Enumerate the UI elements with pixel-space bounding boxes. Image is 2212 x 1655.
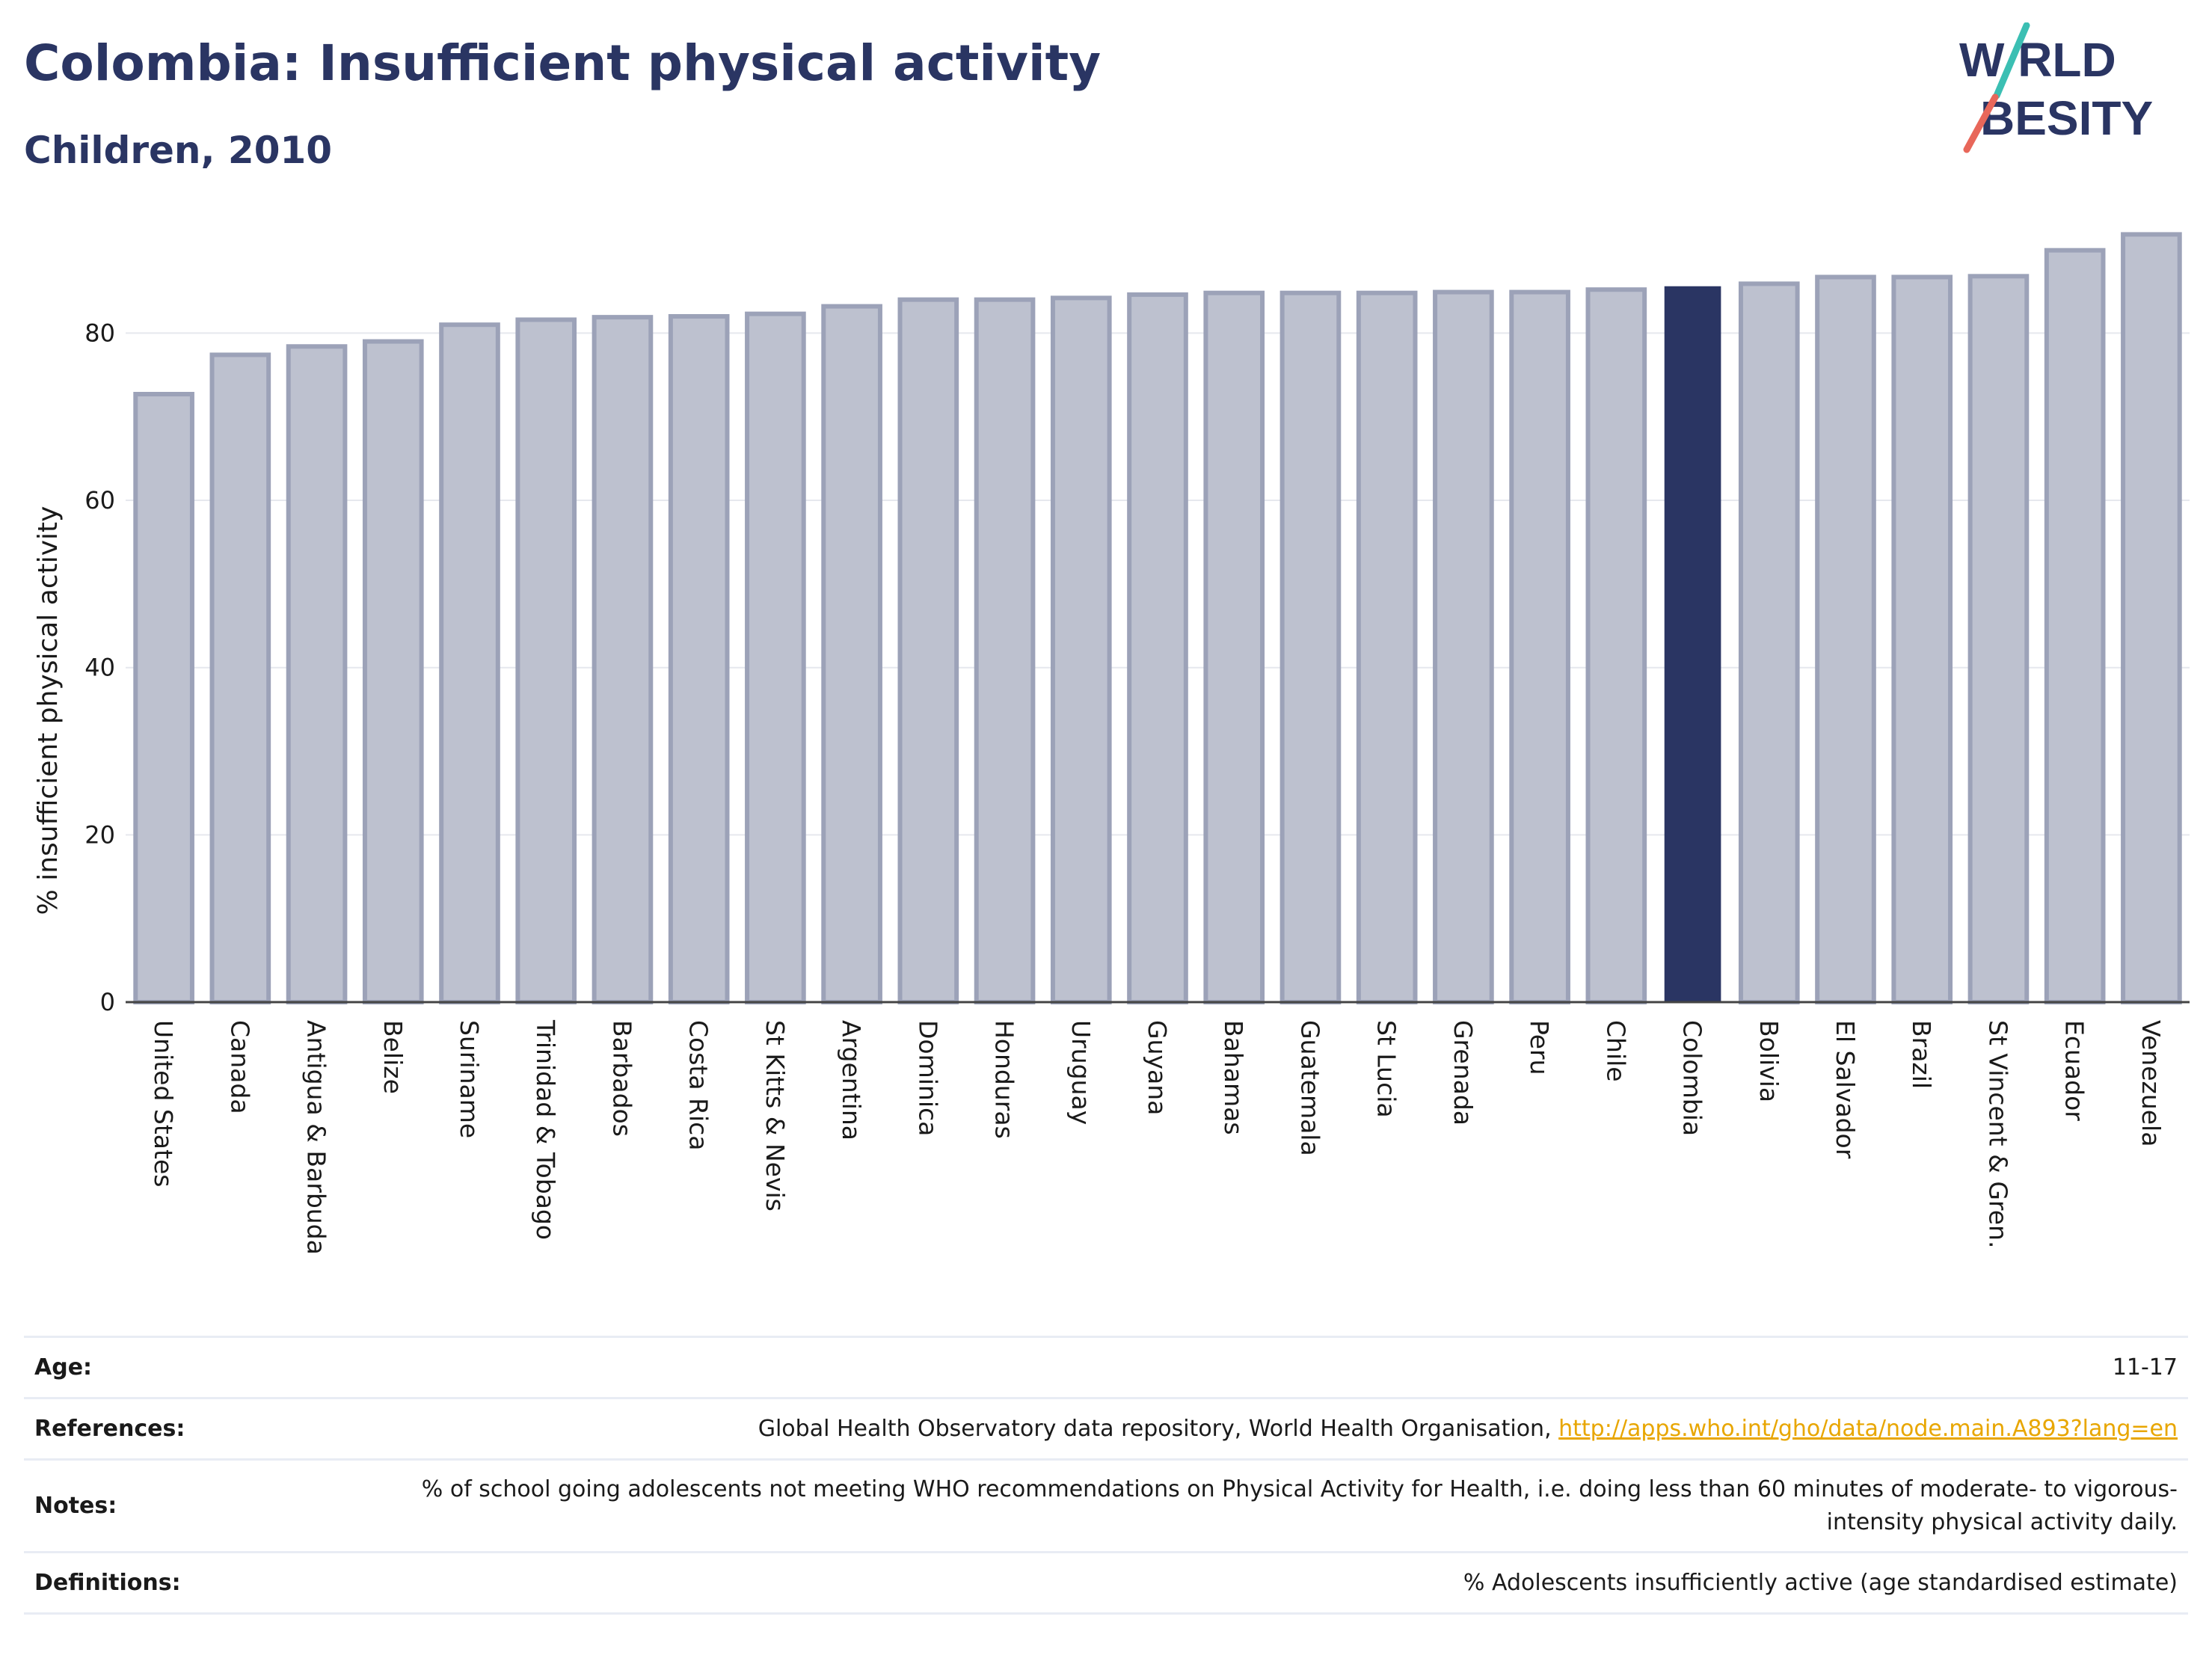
bar-canada (209, 352, 271, 1004)
bar-trinidad-tobago (515, 317, 577, 1004)
meta-row-age: Age: 11-17 (24, 1336, 2188, 1398)
y-axis-title: % insufficient physical activity (33, 506, 64, 915)
x-tick-label: Honduras (990, 1020, 1019, 1139)
definitions-label: Definitions: (24, 1551, 314, 1615)
metadata-table: Age: 11-17 References: Global Health Obs… (24, 1336, 2188, 1615)
x-tick-label: Ecuador (2060, 1020, 2089, 1121)
bar-bahamas (1203, 290, 1265, 1004)
age-value: 11-17 (314, 1336, 2188, 1398)
bar-guatemala (1279, 290, 1342, 1004)
meta-row-references: References: Global Health Observatory da… (24, 1397, 2188, 1460)
bar-ecuador (2044, 248, 2106, 1004)
x-tick-label: Costa Rica (684, 1020, 713, 1151)
x-tick-label: El Salvador (1831, 1020, 1860, 1159)
x-tick-label: United States (149, 1020, 178, 1187)
bar-bolivia (1738, 281, 1800, 1005)
bar-st-vincent-gren- (1967, 274, 2030, 1005)
bar-venezuela (2121, 232, 2182, 1005)
x-tick-label: Peru (1525, 1020, 1554, 1075)
bar-st-lucia (1356, 290, 1418, 1004)
notes-value: % of school going adolescents not meetin… (314, 1458, 2188, 1553)
x-tick-label: Barbados (607, 1020, 636, 1137)
age-label: Age: (24, 1336, 314, 1398)
bar-chart: 0 20 40 60 80 United States Canada Antigua & B… (33, 232, 2190, 1255)
bar-peru (1509, 289, 1570, 1005)
bar-grenada (1433, 289, 1494, 1005)
bar-suriname (439, 322, 500, 1004)
x-tick-label: Suriname (455, 1020, 484, 1138)
bar-el-salvador (1815, 274, 1876, 1004)
x-tick-label: St Vincent & Gren. (1983, 1020, 2012, 1248)
bar-argentina (821, 304, 882, 1005)
y-tick-label: 0 (100, 988, 115, 1016)
y-tick-label: 40 (85, 654, 115, 682)
x-tick-label: Argentina (837, 1020, 866, 1140)
bar-antigua-barbuda (286, 344, 348, 1005)
meta-row-definitions: Definitions: % Adolescents insufficientl… (24, 1551, 2188, 1615)
logo-text-bottom: BESITY (1980, 91, 2153, 145)
world-obesity-logo: W RLD BESITY (1959, 22, 2153, 153)
x-tick-label: Grenada (1448, 1020, 1478, 1126)
x-axis-labels: United States Canada Antigua & Barbuda Beli… (149, 1019, 2166, 1255)
bar-guyana (1127, 292, 1188, 1004)
notes-label: Notes: (24, 1458, 314, 1553)
y-axis-ticks: 0 20 40 60 80 (85, 319, 115, 1016)
x-tick-label: Dominica (913, 1020, 942, 1136)
bar-united-states (133, 392, 194, 1004)
references-label: References: (24, 1397, 314, 1460)
x-tick-label: Brazil (1907, 1020, 1936, 1089)
x-tick-label: Trinidad & Tobago (531, 1019, 560, 1240)
bar-costa-rica (668, 314, 730, 1004)
bar-dominica (897, 297, 959, 1005)
bar-barbados (592, 315, 654, 1004)
bar-chile (1585, 287, 1647, 1004)
x-tick-label: St Kitts & Nevis (761, 1020, 790, 1212)
y-tick-label: 20 (85, 820, 115, 849)
bar-honduras (974, 297, 1036, 1005)
x-tick-label: Bolivia (1754, 1020, 1784, 1102)
x-tick-label: Venezuela (2136, 1020, 2166, 1146)
meta-row-notes: Notes: % of school going adolescents not… (24, 1458, 2188, 1553)
references-value: Global Health Observatory data repositor… (314, 1397, 2188, 1460)
chart-title: Colombia: Insufficient physical activity (24, 34, 1102, 92)
x-tick-label: Chile (1601, 1020, 1630, 1082)
x-tick-label: Belize (378, 1020, 408, 1094)
chart-subtitle: Children, 2010 (24, 129, 333, 172)
bar-st-kitts-nevis (745, 311, 806, 1005)
y-tick-label: 60 (85, 486, 115, 515)
references-text: Global Health Observatory data repositor… (758, 1415, 1559, 1442)
logo-slash-red (1963, 93, 1999, 153)
y-tick-label: 80 (85, 319, 115, 347)
logo-text-top: W RLD (1959, 33, 2116, 87)
references-link[interactable]: http://apps.who.int/gho/data/node.main.A… (1558, 1415, 2178, 1442)
x-tick-label: Uruguay (1066, 1020, 1096, 1125)
x-tick-label: Guatemala (1295, 1020, 1324, 1156)
x-tick-label: Bahamas (1219, 1020, 1248, 1135)
bar-brazil (1891, 274, 1953, 1004)
bar-belize (362, 339, 424, 1004)
logo-slash-teal (1993, 22, 2030, 99)
x-tick-label: St Lucia (1372, 1020, 1401, 1118)
x-tick-label: Guyana (1143, 1020, 1172, 1115)
bars (133, 232, 2182, 1005)
x-tick-label: Antigua & Barbuda (302, 1020, 331, 1255)
x-tick-label: Colombia (1678, 1020, 1707, 1136)
bar-uruguay (1050, 295, 1112, 1004)
bar-colombia (1664, 286, 1721, 1002)
x-tick-label: Canada (225, 1020, 254, 1114)
definitions-value: % Adolescents insufficiently active (age… (314, 1551, 2188, 1615)
